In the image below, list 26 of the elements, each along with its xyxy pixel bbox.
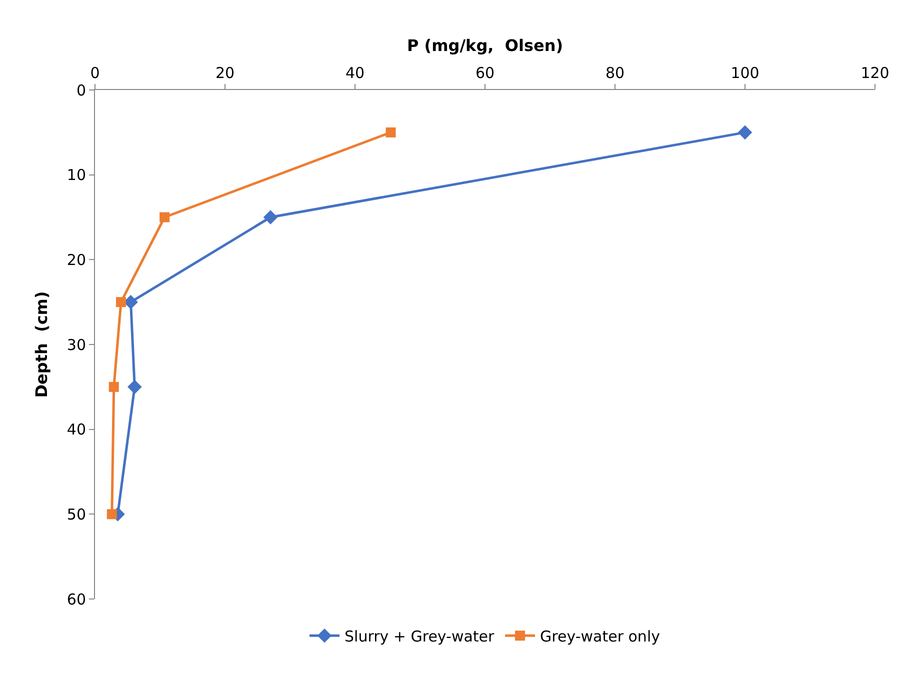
x-tick-label: 120 bbox=[860, 64, 890, 82]
point bbox=[386, 127, 396, 138]
legend-label: Grey-water only bbox=[540, 627, 660, 646]
legend-label: Slurry + Grey-water bbox=[344, 627, 496, 646]
y-tick-label: 40 bbox=[66, 420, 86, 439]
x-tick-label: 20 bbox=[215, 64, 235, 82]
y-tick-label: 10 bbox=[66, 166, 86, 184]
y-tick-label: 50 bbox=[66, 505, 86, 524]
point bbox=[128, 380, 142, 394]
point bbox=[263, 210, 278, 224]
point bbox=[108, 382, 119, 392]
y-tick-label: 0 bbox=[76, 81, 86, 100]
y-axis-title: Depth (cm) bbox=[32, 291, 51, 398]
y-tick-label: 30 bbox=[66, 336, 86, 354]
point bbox=[106, 509, 117, 520]
y-tick-label: 20 bbox=[66, 250, 86, 269]
y-tick-label: 60 bbox=[66, 590, 86, 608]
x-tick-label: 0 bbox=[90, 64, 100, 82]
x-tick-label: 40 bbox=[345, 64, 365, 82]
x-tick-label: 60 bbox=[475, 64, 495, 82]
point bbox=[160, 212, 170, 222]
x-tick-label: 100 bbox=[730, 64, 760, 82]
point bbox=[116, 297, 126, 308]
point bbox=[738, 125, 752, 140]
x-axis-title: P (mg/kg, Olsen) bbox=[406, 36, 564, 55]
x-tick-label: 80 bbox=[605, 64, 625, 82]
